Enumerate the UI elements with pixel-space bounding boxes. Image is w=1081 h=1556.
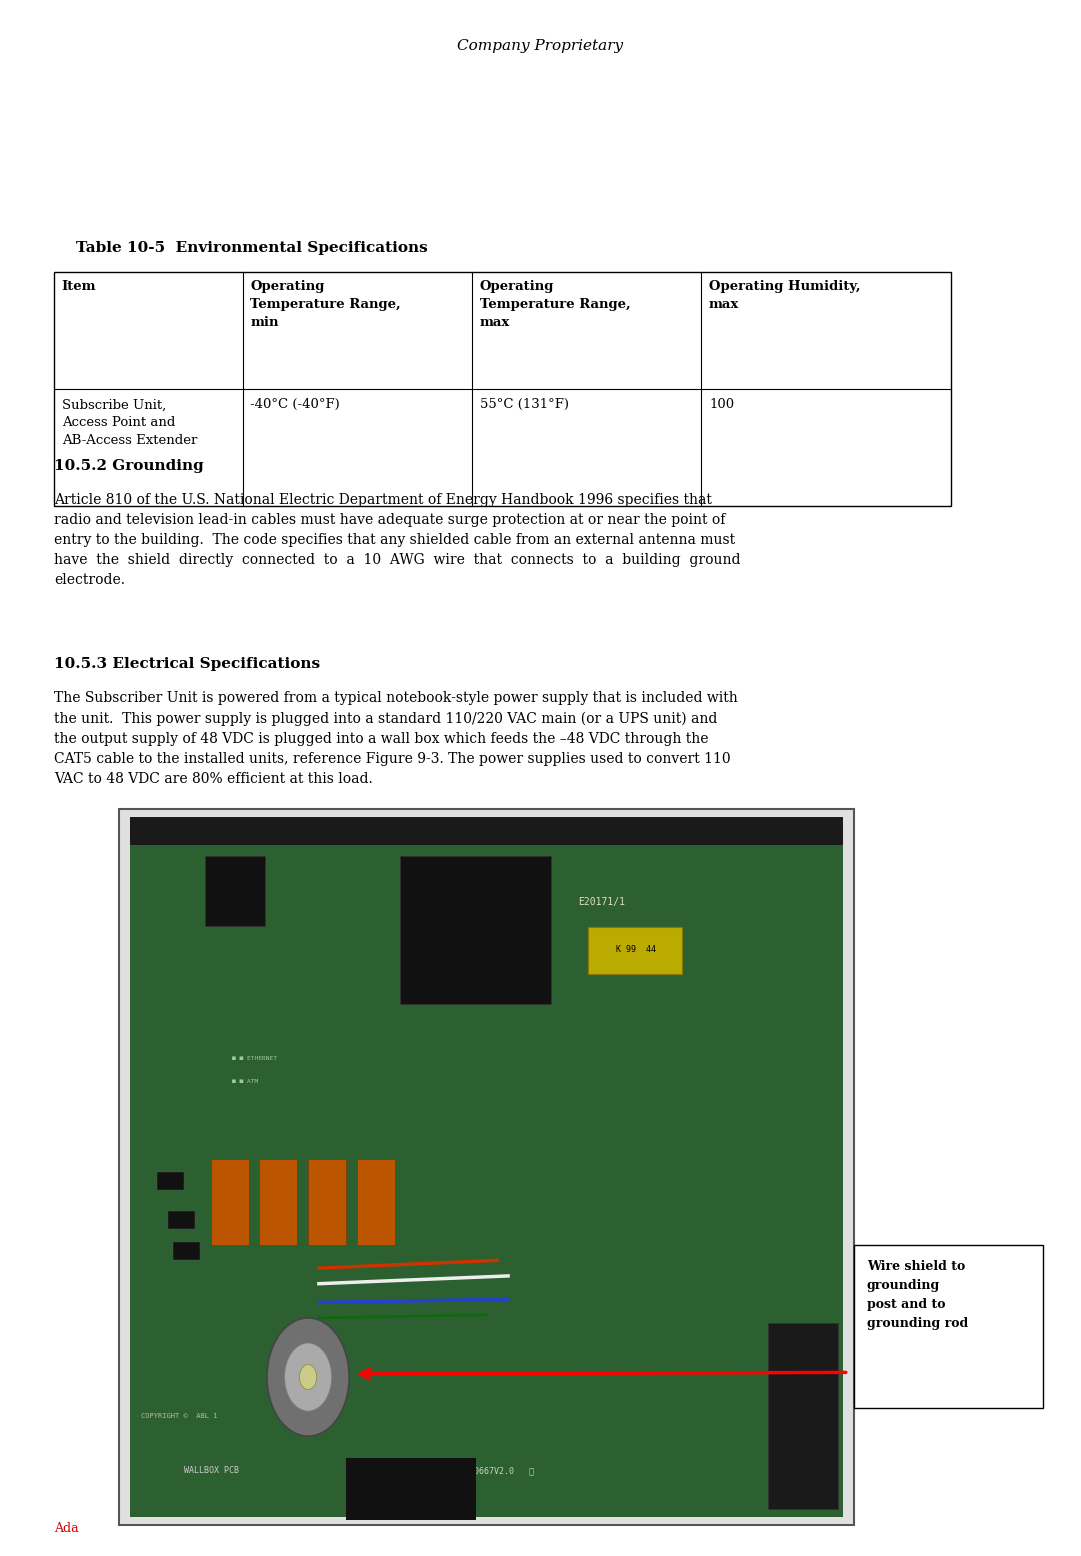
Text: The Subscriber Unit is powered from a typical notebook-style power supply that i: The Subscriber Unit is powered from a ty… [54,691,738,786]
Text: Operating
Temperature Range,
min: Operating Temperature Range, min [250,280,401,328]
FancyArrowPatch shape [360,1369,845,1379]
Bar [768,1323,838,1509]
Text: Subscribe Unit,
Access Point and
AB-Access Extender: Subscribe Unit, Access Point and AB-Acce… [62,398,197,447]
Bar [168,1211,195,1229]
Text: WALLBOX PCB: WALLBOX PCB [184,1466,239,1475]
Bar [308,1159,346,1245]
Text: ■ ■ ATM: ■ ■ ATM [232,1078,258,1085]
Bar [130,817,843,1517]
Text: Item: Item [62,280,96,293]
Bar [205,856,265,926]
Text: 10.5.3 Electrical Specifications: 10.5.3 Electrical Specifications [54,657,320,671]
Bar [211,1159,249,1245]
Bar [54,272,951,506]
Bar [854,1245,1043,1408]
Text: COPYRIGHT ©  ABL 1: COPYRIGHT © ABL 1 [141,1413,217,1419]
Bar [119,809,854,1525]
Bar [130,817,843,845]
Text: Operating Humidity,
max: Operating Humidity, max [709,280,860,311]
Bar [400,856,551,1004]
Text: Wire shield to
grounding
post and to
grounding rod: Wire shield to grounding post and to gro… [867,1260,969,1330]
Text: 10.5.2 Grounding: 10.5.2 Grounding [54,459,204,473]
Text: E20171/1: E20171/1 [578,898,625,907]
Bar [157,1172,184,1190]
Bar [346,1458,476,1520]
Text: ■ ■ ETHERNET: ■ ■ ETHERNET [232,1055,278,1061]
Text: 100: 100 [709,398,734,411]
Bar [259,1159,297,1245]
Text: 10000667V2.0   Ⓞ: 10000667V2.0 Ⓞ [454,1466,534,1475]
Text: 55°C (131°F): 55°C (131°F) [480,398,569,411]
Circle shape [267,1318,349,1436]
Text: Article 810 of the U.S. National Electric Department of Energy Handbook 1996 spe: Article 810 of the U.S. National Electri… [54,493,740,588]
Text: Ada: Ada [54,1522,79,1534]
Text: Company Proprietary: Company Proprietary [457,39,624,53]
Text: K 99  44: K 99 44 [615,944,656,954]
Text: Table 10-5  Environmental Specifications: Table 10-5 Environmental Specifications [76,241,427,255]
Text: -40°C (-40°F): -40°C (-40°F) [250,398,341,411]
Text: Operating
Temperature Range,
max: Operating Temperature Range, max [480,280,630,328]
Circle shape [299,1365,317,1390]
Bar [173,1242,200,1260]
Circle shape [284,1343,332,1411]
FancyBboxPatch shape [588,927,682,974]
Bar [357,1159,395,1245]
